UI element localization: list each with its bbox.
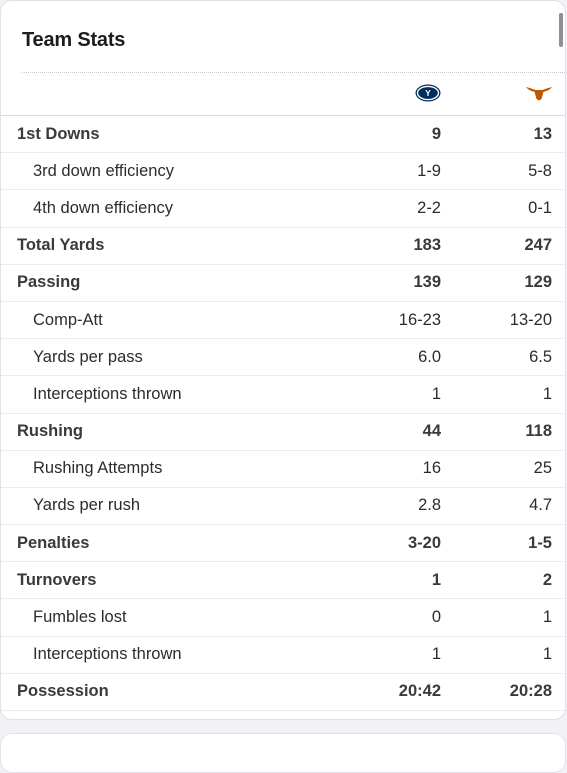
stat-label: Yards per pass (33, 347, 143, 366)
away-team-value: 9 (431, 124, 441, 143)
away-team-value: 16 (422, 459, 441, 478)
stat-row: Turnovers 1 2 (1, 562, 565, 600)
stat-row: Interceptions thrown 1 1 (1, 376, 565, 414)
home-team-value: 2 (542, 570, 552, 589)
home-team-value: 129 (524, 273, 552, 292)
stat-label: Turnovers (17, 570, 97, 589)
stat-row: Rushing Attempts 16 25 (1, 451, 565, 488)
stat-label: 4th down efficiency (33, 198, 174, 217)
byu-logo-icon: Y (408, 83, 448, 103)
away-team-value: 2-2 (417, 198, 441, 217)
stat-row: Total Yards 183 247 (1, 228, 565, 265)
home-team-value: 1 (542, 608, 552, 627)
away-team-value: 3-20 (407, 533, 441, 552)
stat-label: 1st Downs (17, 124, 100, 143)
away-team-value: 0 (431, 608, 441, 627)
away-team-value: 1-9 (417, 161, 441, 180)
away-team-value: 1 (431, 570, 441, 589)
stat-label: 3rd down efficiency (33, 161, 174, 180)
stats-table: 1st Downs 9 13 3rd down efficiency 1-9 5-8 4th… (1, 116, 565, 711)
stat-row: Rushing 44 118 (1, 414, 565, 451)
home-team-value: 1 (542, 384, 552, 403)
away-team-value: 44 (422, 422, 441, 441)
stat-row: Penalties 3-20 1-5 (1, 525, 565, 563)
stat-row: Interceptions thrown 1 1 (1, 637, 565, 674)
stat-row: 3rd down efficiency 1-9 5-8 (1, 153, 565, 191)
stat-row: 4th down efficiency 2-2 0-1 (1, 190, 565, 228)
stat-row: Possession 20:42 20:28 (1, 674, 565, 711)
away-team-value: 1 (431, 645, 441, 664)
stat-label: Possession (17, 682, 109, 701)
away-team-value: 2.8 (418, 496, 441, 515)
home-team-value: 6.5 (529, 347, 552, 366)
stat-label: Interceptions thrown (33, 645, 182, 664)
home-team-value: 247 (524, 236, 552, 255)
stat-label: Comp-Att (33, 310, 103, 329)
stat-row: Comp-Att 16-23 13-20 (1, 302, 565, 340)
title-divider (22, 72, 565, 73)
texas-longhorn-icon (519, 83, 559, 103)
stat-label: Rushing (17, 422, 83, 441)
away-team-value: 6.0 (418, 347, 441, 366)
team-stats-card: Team Stats Y 1st Downs 9 13 3rd down effici… (0, 0, 566, 720)
stat-label: Penalties (17, 533, 90, 552)
home-team-value: 20:28 (509, 682, 552, 701)
home-team-value: 1-5 (528, 533, 552, 552)
stat-row: Passing 139 129 (1, 265, 565, 302)
stat-label: Total Yards (17, 236, 105, 255)
stat-label: Rushing Attempts (33, 459, 163, 478)
home-team-value: 4.7 (529, 496, 552, 515)
stat-row: Yards per pass 6.0 6.5 (1, 339, 565, 377)
home-team-value: 5-8 (528, 161, 552, 180)
stat-label: Yards per rush (33, 496, 140, 515)
svg-text:Y: Y (425, 88, 431, 98)
home-team-value: 1 (542, 645, 552, 664)
stat-label: Fumbles lost (33, 608, 127, 627)
away-team-value: 139 (413, 273, 441, 292)
away-team-value: 16-23 (398, 310, 441, 329)
home-team-value: 25 (533, 459, 552, 478)
stat-row: 1st Downs 9 13 (1, 116, 565, 154)
byu-logo-icon-svg: Y (415, 84, 441, 102)
scroll-indicator[interactable] (559, 13, 563, 47)
next-card (0, 733, 566, 773)
away-team-value: 183 (413, 236, 441, 255)
stat-row: Fumbles lost 0 1 (1, 599, 565, 637)
card-title: Team Stats (22, 29, 126, 51)
away-team-value: 20:42 (398, 682, 441, 701)
texas-longhorn-icon-svg (526, 87, 552, 101)
header-divider (1, 115, 565, 116)
home-team-value: 118 (525, 422, 552, 441)
stat-label: Passing (17, 273, 81, 292)
away-team-value: 1 (431, 384, 441, 403)
home-team-value: 0-1 (528, 198, 552, 217)
stat-label: Interceptions thrown (33, 384, 182, 403)
home-team-value: 13-20 (509, 310, 552, 329)
stat-row: Yards per rush 2.8 4.7 (1, 488, 565, 526)
home-team-value: 13 (533, 124, 552, 143)
